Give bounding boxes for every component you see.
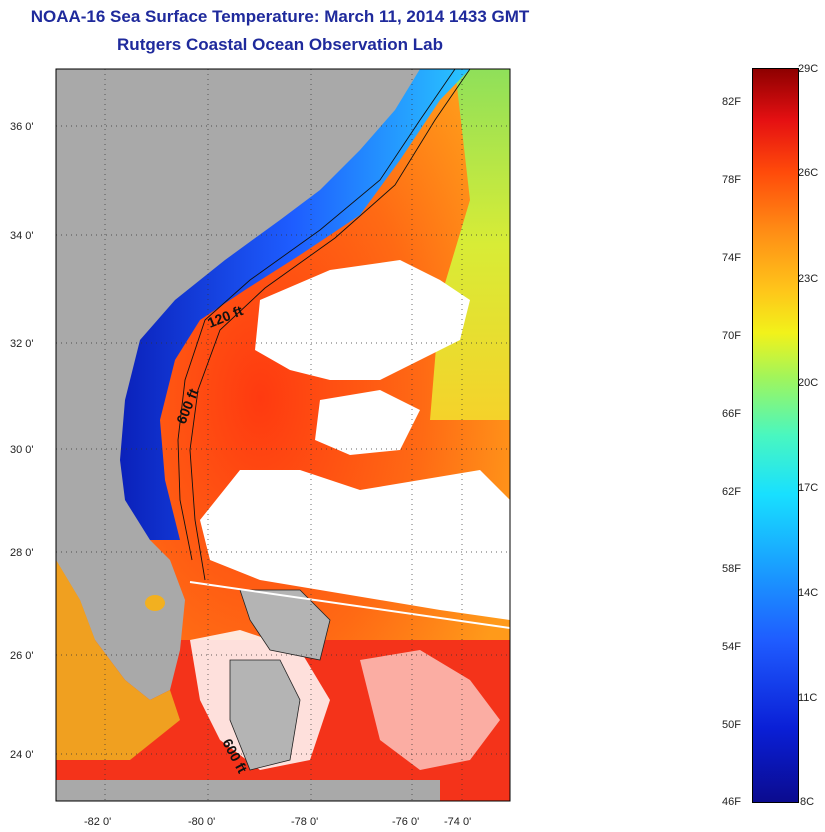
- map-subtitle: Rutgers Coastal Ocean Observation Lab: [117, 35, 443, 54]
- lat-tick-label: 32 0': [10, 338, 34, 350]
- bahamas-bank-north: [239, 589, 331, 661]
- celsius-label: 11C: [798, 692, 818, 704]
- fahrenheit-label: 54F: [722, 641, 741, 653]
- fahrenheit-label: 66F: [722, 408, 741, 420]
- land-mass: [56, 69, 420, 700]
- fahrenheit-label: 78F: [722, 174, 741, 186]
- lon-tick-label: -74 0': [444, 816, 471, 828]
- contour-120ft: [177, 69, 456, 561]
- lat-tick-label: 36 0': [10, 121, 34, 133]
- celsius-label: 20C: [798, 377, 819, 389]
- lat-tick-label: 24 0': [10, 749, 34, 761]
- map-frame: [55, 68, 511, 802]
- contour-600ft: [189, 69, 471, 581]
- fahrenheit-label: 62F: [722, 486, 741, 498]
- fahrenheit-label: 82F: [722, 96, 741, 108]
- fahrenheit-label: 74F: [722, 252, 741, 264]
- lon-tick-label: -76 0': [392, 816, 419, 828]
- bahamas-bank-south: [229, 659, 301, 771]
- lon-tick-label: -82 0': [84, 816, 111, 828]
- fahrenheit-label: 46F: [722, 796, 741, 808]
- graticule: [56, 69, 510, 801]
- temperature-colorbar: [752, 68, 799, 803]
- celsius-label: 17C: [798, 482, 819, 494]
- map-title: NOAA-16 Sea Surface Temperature: March 1…: [30, 7, 530, 26]
- gulf-water: [56, 560, 180, 760]
- celsius-label: 29C: [798, 63, 819, 75]
- celsius-label: 8C: [800, 796, 815, 808]
- longitude-axis: -82 0' -80 0' -78 0' -76 0' -74 0': [84, 816, 471, 828]
- cuba-land: [56, 780, 440, 801]
- lat-tick-label: 30 0': [10, 444, 34, 456]
- lake-okeechobee: [145, 595, 165, 611]
- lat-tick-label: 26 0': [10, 650, 34, 662]
- fahrenheit-label: 70F: [722, 330, 741, 342]
- lon-tick-label: -78 0': [291, 816, 318, 828]
- celsius-label: 14C: [798, 587, 819, 599]
- fahrenheit-label: 50F: [722, 719, 741, 731]
- lat-tick-label: 28 0': [10, 547, 34, 559]
- lon-tick-label: -80 0': [188, 816, 215, 828]
- swath-seam: [189, 581, 510, 629]
- latitude-axis: 24 0' 26 0' 28 0' 30 0' 32 0' 34 0' 36 0…: [10, 121, 34, 761]
- fahrenheit-label: 58F: [722, 563, 741, 575]
- celsius-label: 26C: [798, 167, 819, 179]
- cold-shelf-water: [115, 69, 470, 540]
- lat-tick-label: 34 0': [10, 230, 34, 242]
- celsius-label: 23C: [798, 273, 819, 285]
